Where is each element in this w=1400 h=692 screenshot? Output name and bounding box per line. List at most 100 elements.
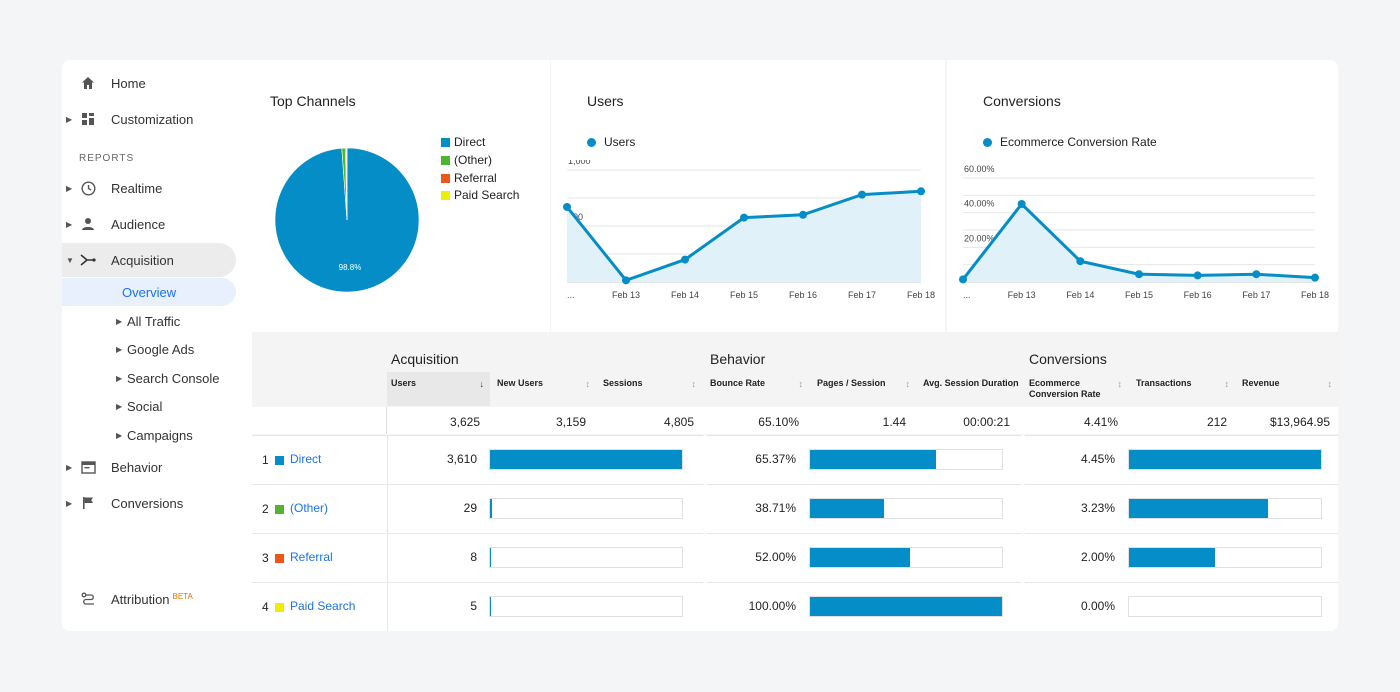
data-point — [622, 276, 630, 285]
caret-right-icon: ▶ — [116, 430, 123, 440]
sort-icon: ↕ — [691, 379, 697, 389]
col-header-avg-duration[interactable]: Avg. Session Duration ↕ — [919, 372, 1022, 406]
x-tick-label: Feb 13 — [612, 290, 640, 300]
legend-label: Paid Search — [454, 188, 520, 202]
col-header-bounce-rate[interactable]: Bounce Rate ↕ — [706, 372, 809, 406]
col-header-label: Avg. Session Duration — [923, 378, 1019, 388]
row-bounce-rate: 52.00% — [755, 550, 796, 564]
sidebar-item-search-console[interactable]: ▶ Search Console — [62, 364, 236, 392]
col-header-label: Users — [391, 378, 417, 388]
legend-item-other: (Other) — [441, 153, 492, 167]
data-point — [858, 190, 866, 199]
total-sessions: 4,805 — [663, 415, 694, 429]
conversions-panel: Conversions Ecommerce Conversion Rate 60… — [947, 60, 1338, 332]
total-new-users: 3,159 — [555, 415, 586, 429]
sidebar-item-overview[interactable]: Overview — [62, 278, 236, 306]
conversion-bar-fill — [1129, 450, 1321, 469]
sidebar-item-realtime[interactable]: ▶ Realtime — [62, 171, 236, 205]
row-rank: 3 — [262, 551, 269, 565]
x-tick-label: ... — [963, 290, 971, 300]
caret-right-icon: ▶ — [116, 344, 123, 354]
bounce-bar — [809, 547, 1003, 568]
legend-label: Ecommerce Conversion Rate — [1000, 135, 1157, 149]
sidebar-item-label: Acquisition — [111, 252, 174, 268]
caret-right-icon: ▶ — [66, 183, 73, 193]
table-row: 2 (Other) 29 38.71% 3.23% — [252, 484, 1338, 533]
data-point — [1193, 271, 1202, 280]
row-channel-link[interactable]: Direct — [290, 452, 322, 466]
row-channel-link[interactable]: Referral — [290, 550, 333, 564]
col-header-new-users[interactable]: New Users ↕ — [493, 372, 596, 406]
y-tick-label: 60.00% — [964, 164, 995, 174]
flag-icon — [80, 495, 96, 511]
sidebar-item-label: Google Ads — [127, 341, 195, 357]
sidebar-item-google-ads[interactable]: ▶ Google Ads — [62, 335, 236, 363]
conversion-bar — [1128, 449, 1322, 470]
col-header-sessions[interactable]: Sessions ↕ — [599, 372, 702, 406]
bounce-bar-fill — [810, 450, 936, 469]
conversion-bar — [1128, 498, 1322, 519]
sidebar-item-attribution[interactable]: Attribution BETA — [62, 582, 236, 616]
total-avg-duration: 00:00:21 — [963, 415, 1010, 429]
row-conversion-rate: 4.45% — [1080, 452, 1115, 466]
sidebar-item-label: Realtime — [111, 180, 163, 196]
users-bar-fill — [490, 597, 491, 616]
sidebar-item-campaigns[interactable]: ▶ Campaigns — [62, 421, 236, 449]
x-tick-label: Feb 18 — [1301, 290, 1329, 300]
col-header-pages-session[interactable]: Pages / Session ↕ — [813, 372, 916, 406]
sidebar-item-label: Customization — [111, 111, 194, 127]
legend-item-paid-search: Paid Search — [441, 188, 519, 202]
caret-right-icon: ▶ — [66, 219, 73, 229]
bounce-bar — [809, 449, 1003, 470]
sidebar-item-all-traffic[interactable]: ▶ All Traffic — [62, 307, 236, 335]
legend-dot — [983, 137, 992, 147]
conversions-legend: Ecommerce Conversion Rate — [983, 135, 1157, 149]
sidebar-item-home[interactable]: Home — [62, 66, 236, 100]
col-header-transactions[interactable]: Transactions ↕ — [1132, 372, 1235, 406]
caret-down-icon: ▼ — [66, 255, 74, 265]
acquisition-icon — [80, 252, 96, 268]
y-tick-label: 40.00% — [964, 199, 995, 209]
sidebar-item-behavior[interactable]: ▶ Behavior — [62, 450, 236, 484]
report-card: Home ▶ Customization REPORTS ▶ Realtime … — [62, 60, 1338, 631]
row-conversion-rate: 0.00% — [1080, 599, 1115, 613]
sidebar-item-conversions[interactable]: ▶ Conversions — [62, 486, 236, 520]
x-tick-label: Feb 17 — [1242, 290, 1270, 300]
sidebar-item-label: Home — [111, 75, 146, 91]
table-row: 4 Paid Search 5 100.00% 0.00% — [252, 582, 1338, 631]
sidebar-item-label: Campaigns — [127, 427, 193, 443]
sidebar-item-label: Overview — [122, 284, 177, 300]
totals-row: 3,625 3,159 4,805 65.10% 1.44 00:00:21 4… — [252, 407, 1338, 434]
legend-swatch — [441, 173, 450, 183]
caret-right-icon: ▶ — [66, 462, 73, 472]
sidebar-item-audience[interactable]: ▶ Audience — [62, 207, 236, 241]
sidebar-item-customization[interactable]: ▶ Customization — [62, 102, 236, 136]
group-header-behavior: Behavior — [710, 351, 766, 367]
top-channels-pie: 98.8% — [274, 147, 420, 293]
bounce-bar — [809, 498, 1003, 519]
users-bar — [489, 498, 683, 519]
row-color-swatch — [275, 603, 284, 612]
row-channel-link[interactable]: (Other) — [290, 501, 329, 515]
sort-down-icon: ↓ — [479, 379, 485, 389]
users-legend: Users — [587, 135, 635, 149]
col-header-label: Ecommerce Conversion Rate — [1029, 378, 1101, 399]
behavior-icon — [80, 459, 96, 475]
total-bounce-rate: 65.10% — [758, 415, 799, 429]
panel-title: Top Channels — [270, 93, 356, 109]
sidebar-item-acquisition[interactable]: ▼ Acquisition — [62, 243, 236, 277]
sidebar-item-label: Audience — [111, 216, 166, 232]
sort-icon: ↕ — [1117, 379, 1123, 389]
row-users: 5 — [470, 599, 477, 613]
data-point — [1076, 257, 1085, 266]
row-channel-link[interactable]: Paid Search — [290, 599, 356, 613]
col-header-users[interactable]: Users ↓ — [387, 372, 490, 406]
sidebar-item-social[interactable]: ▶ Social — [62, 392, 236, 420]
col-header-revenue[interactable]: Revenue ↕ — [1238, 372, 1338, 406]
legend-label: (Other) — [454, 153, 493, 167]
sidebar-item-label: Behavior — [111, 459, 163, 475]
col-header-ecommerce-rate[interactable]: Ecommerce Conversion Rate ↕ — [1025, 372, 1128, 406]
row-color-swatch — [275, 456, 284, 465]
row-users: 8 — [470, 550, 477, 564]
data-point — [563, 202, 571, 211]
